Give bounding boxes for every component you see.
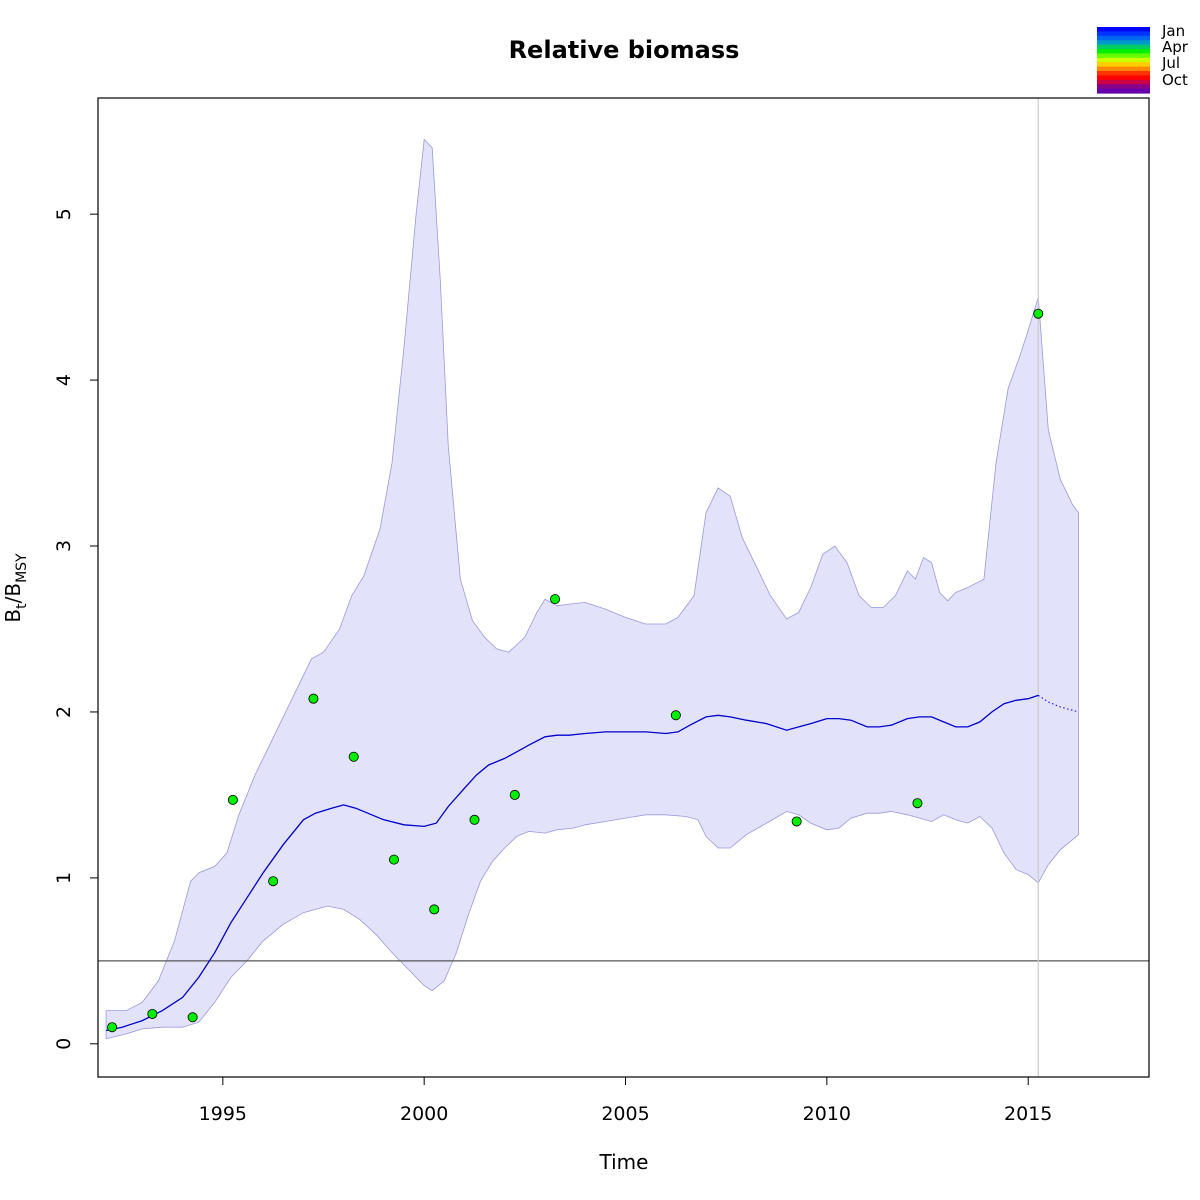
chart-title: Relative biomass — [509, 36, 740, 64]
observation-point — [429, 904, 440, 915]
y-tick-label: 5 — [53, 208, 75, 220]
x-tick-label: 2000 — [400, 1103, 448, 1125]
y-axis-label: Bt/BMSY — [1, 553, 30, 623]
month-legend: Jan Apr Jul Oct — [1097, 22, 1189, 94]
observation-point — [469, 814, 480, 825]
y-tick-label: 4 — [53, 374, 75, 386]
legend-color-swatch — [1097, 75, 1150, 81]
y-tick-label: 0 — [53, 1038, 75, 1050]
plot-area — [98, 98, 1149, 1077]
observation-point — [388, 854, 399, 865]
legend-color-swatch — [1097, 84, 1150, 90]
x-tick-label: 2015 — [1004, 1103, 1052, 1125]
y-tick-label: 1 — [53, 872, 75, 884]
observation-point — [509, 789, 520, 800]
legend-color-swatch — [1097, 79, 1150, 85]
legend-color-swatch — [1097, 44, 1150, 50]
legend-color-swatch — [1097, 62, 1150, 68]
observation-point — [308, 693, 319, 704]
legend-color-swatch — [1097, 57, 1150, 63]
plot-frame — [97, 97, 1150, 1078]
legend-color-swatch — [1097, 31, 1150, 37]
observation-point — [791, 816, 802, 827]
forecast-line — [1038, 694, 1079, 713]
legend-color-swatch — [1097, 66, 1150, 72]
legend-color-swatch — [1097, 71, 1150, 76]
observation-point — [227, 794, 238, 805]
legend-color-swatch — [1097, 88, 1150, 94]
observation-point — [268, 876, 279, 887]
legend-color-swatch — [1097, 35, 1150, 41]
observation-point — [147, 1008, 158, 1019]
confidence-band — [105, 138, 1079, 1040]
legend-label-jan: Jan — [1161, 22, 1185, 40]
y-axis: 0 1 2 3 4 5 — [53, 208, 98, 1050]
observation-point — [912, 798, 923, 809]
legend-color-swatch — [1097, 40, 1150, 46]
x-tick-label: 2010 — [803, 1103, 851, 1125]
legend-color-swatch — [1097, 27, 1150, 32]
legend-label-jul: Jul — [1161, 54, 1180, 72]
median-line — [105, 694, 1039, 1032]
x-axis-label: Time — [599, 1150, 649, 1174]
legend-color-gradient — [1097, 27, 1150, 94]
y-tick-label: 3 — [53, 540, 75, 552]
x-axis: 1995 2000 2005 2010 2015 — [199, 1077, 1052, 1125]
x-tick-label: 2005 — [601, 1103, 649, 1125]
legend-label-apr: Apr — [1162, 38, 1189, 56]
y-tick-label: 2 — [53, 706, 75, 718]
legend-color-swatch — [1097, 49, 1150, 54]
legend-label-oct: Oct — [1162, 71, 1188, 89]
observation-point — [107, 1022, 118, 1033]
observation-point — [187, 1012, 198, 1023]
x-tick-label: 1995 — [199, 1103, 247, 1125]
observation-point — [550, 594, 561, 605]
legend-color-swatch — [1097, 53, 1150, 59]
observation-point — [670, 710, 681, 721]
observation-point — [348, 751, 359, 762]
observation-point — [1033, 308, 1044, 319]
